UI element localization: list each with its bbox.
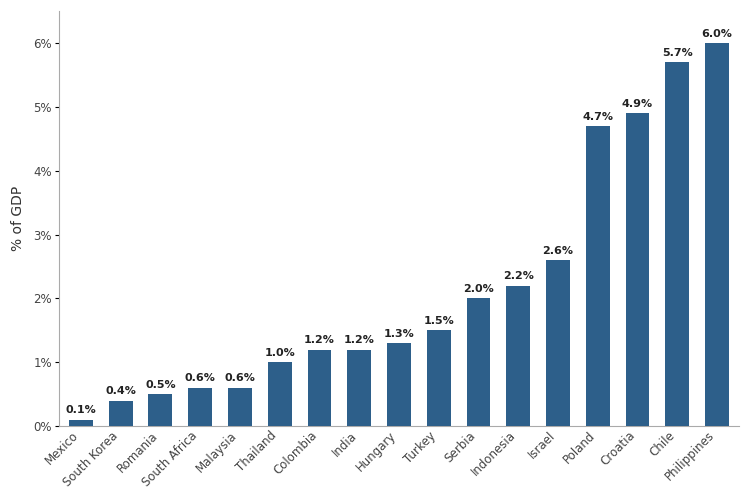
Text: 1.2%: 1.2% [304, 335, 334, 345]
Bar [109, 400, 133, 426]
Text: 1.3%: 1.3% [383, 328, 414, 338]
Text: 2.2%: 2.2% [503, 271, 534, 281]
Bar [506, 286, 530, 426]
Text: 0.4%: 0.4% [105, 386, 136, 396]
Text: 0.1%: 0.1% [65, 406, 96, 415]
Bar [148, 394, 172, 426]
Text: 0.5%: 0.5% [145, 380, 176, 390]
Bar [665, 62, 689, 426]
Bar [705, 43, 729, 426]
Bar [387, 343, 411, 426]
Bar [626, 114, 650, 426]
Text: 0.6%: 0.6% [184, 374, 215, 384]
Text: 2.0%: 2.0% [463, 284, 494, 294]
Bar [546, 260, 570, 426]
Text: 4.7%: 4.7% [582, 112, 614, 122]
Text: 6.0%: 6.0% [701, 28, 733, 38]
Text: 1.5%: 1.5% [423, 316, 454, 326]
Text: 0.6%: 0.6% [224, 374, 255, 384]
Text: 1.2%: 1.2% [344, 335, 375, 345]
Text: 2.6%: 2.6% [542, 246, 574, 256]
Bar [188, 388, 212, 426]
Text: 5.7%: 5.7% [662, 48, 693, 58]
Bar [427, 330, 451, 426]
Y-axis label: % of GDP: % of GDP [11, 186, 25, 252]
Bar [347, 350, 371, 426]
Text: 4.9%: 4.9% [622, 99, 653, 109]
Text: 1.0%: 1.0% [264, 348, 295, 358]
Bar [466, 298, 490, 426]
Bar [268, 362, 292, 426]
Bar [308, 350, 332, 426]
Bar [228, 388, 252, 426]
Bar [69, 420, 93, 426]
Bar [586, 126, 610, 426]
